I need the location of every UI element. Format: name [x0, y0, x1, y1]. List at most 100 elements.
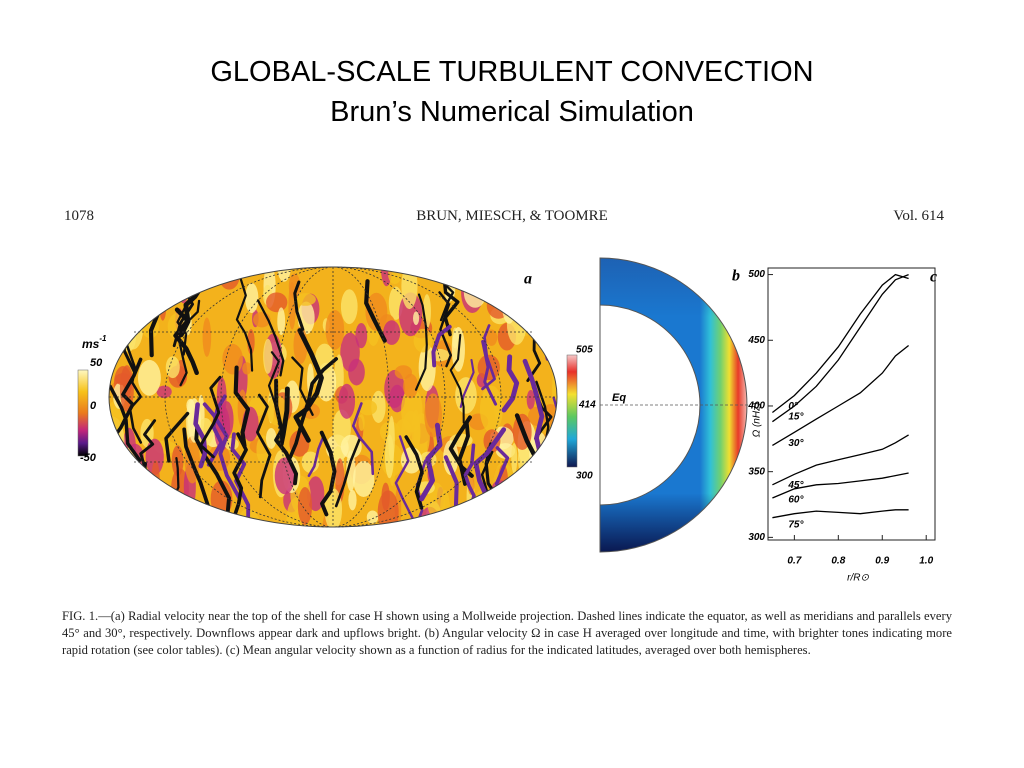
downflow-lane [164, 411, 190, 463]
unit: ms [82, 337, 100, 351]
upflow-blob [352, 460, 375, 497]
downflow-lane [501, 354, 520, 413]
unit-exponent: -1 [99, 334, 107, 343]
upflow-blob [109, 267, 114, 275]
panel-label: c [930, 269, 937, 286]
upflow-blob [235, 520, 243, 527]
upflow-blob [371, 390, 386, 424]
upflow-blob [247, 329, 255, 355]
series-line [772, 509, 909, 519]
upflow-blob [407, 518, 418, 527]
downflow-lane [278, 386, 290, 447]
upflow-blob [543, 288, 557, 323]
downflow-lane [274, 378, 299, 486]
upflow-blob [439, 489, 451, 527]
upflow-blob [491, 480, 509, 497]
upflow-blob [383, 320, 401, 345]
mollweide-map [109, 267, 557, 527]
upflow-blob [489, 508, 513, 527]
upflow-blob [297, 487, 313, 525]
panel-label: b [732, 268, 740, 285]
upflow-blob [266, 428, 277, 449]
downflow-lane [394, 435, 416, 524]
upflow-blob [138, 359, 161, 396]
series-line [772, 344, 910, 446]
upflow-blob [395, 418, 412, 442]
upflow-blob [193, 272, 207, 287]
upflow-blob [511, 443, 518, 474]
colorbar-tick-label: -50 [80, 452, 97, 464]
upflow-blob [501, 280, 517, 324]
y-axis-label: Ω (nHz) [752, 403, 763, 438]
downflow-lane [431, 324, 452, 368]
colorbar-tick-label: 300 [576, 471, 593, 482]
upflow-blob [526, 484, 550, 507]
upflow-blob [389, 384, 406, 413]
upflow-blob [413, 311, 420, 325]
upflow-blob [114, 373, 132, 386]
downflow-lane [293, 328, 324, 443]
upflow-blob [514, 479, 535, 504]
upflow-blob [377, 490, 399, 527]
downflow-lane [404, 435, 424, 510]
upflow-blob [495, 443, 516, 459]
upflow-blob [525, 463, 534, 495]
upflow-blob [508, 290, 524, 303]
colorbar-tick-label: 414 [578, 400, 596, 411]
upflow-blob [109, 510, 116, 527]
upflow-blob [114, 280, 123, 294]
upflow-blob [109, 409, 111, 448]
upflow-blob [494, 277, 511, 305]
upflow-blob [340, 289, 358, 325]
upflow-blob [118, 267, 140, 288]
upflow-blob [156, 385, 172, 399]
colorbar-tick-label: 0 [90, 400, 97, 412]
y-tick-label: 350 [748, 466, 765, 477]
panel-label: a [524, 271, 532, 288]
upflow-blob [109, 499, 111, 519]
x-tick-label: 0.8 [831, 556, 845, 567]
y-tick-label: 500 [748, 269, 765, 280]
upflow-blob [537, 510, 545, 526]
upflow-blob [485, 270, 498, 305]
upflow-blob [338, 383, 356, 419]
upflow-blob [518, 309, 537, 327]
upflow-blob [388, 267, 402, 285]
colorbar [77, 369, 89, 457]
series-line [772, 434, 909, 486]
downflow-lane [319, 430, 337, 517]
figure-caption: FIG. 1.—(a) Radial velocity near the top… [62, 609, 952, 657]
upflow-blob [506, 303, 527, 345]
upflow-blob [109, 301, 122, 349]
series-label: 75° [788, 519, 804, 530]
downflow-lane [526, 336, 542, 383]
upflow-blob [118, 293, 126, 309]
upflow-blob [526, 390, 535, 410]
upflow-blob [114, 477, 123, 499]
x-tick-label: 0.7 [787, 556, 801, 567]
upflow-blob [242, 362, 252, 375]
upflow-blob [288, 273, 301, 299]
downflow-lane [202, 402, 242, 501]
figure: a ms-1 50 0 -50 505 414 300 Eq b c r/R⊙ … [77, 257, 937, 584]
y-tick-label: 450 [747, 335, 765, 346]
downflow-lane [267, 351, 280, 408]
upflow-blob [532, 271, 543, 290]
upflow-blob [468, 510, 486, 527]
upflow-blob [455, 377, 477, 414]
downflow-lane [449, 333, 465, 424]
meridian [276, 266, 390, 528]
upflow-blob [388, 415, 395, 462]
upflow-blob [538, 460, 557, 494]
upflow-blob [138, 272, 154, 289]
upflow-blob [518, 477, 541, 522]
downflow-lane [234, 267, 254, 372]
upflow-blob [117, 295, 134, 333]
running-head: BRUN, MIESCH, & TOOMRE [416, 208, 608, 224]
upflow-blob [538, 278, 557, 305]
downflow-lane [414, 293, 428, 391]
upflow-blob [266, 292, 288, 313]
plot-frame [767, 267, 936, 541]
series-line [772, 273, 909, 414]
colorbar [566, 354, 578, 468]
